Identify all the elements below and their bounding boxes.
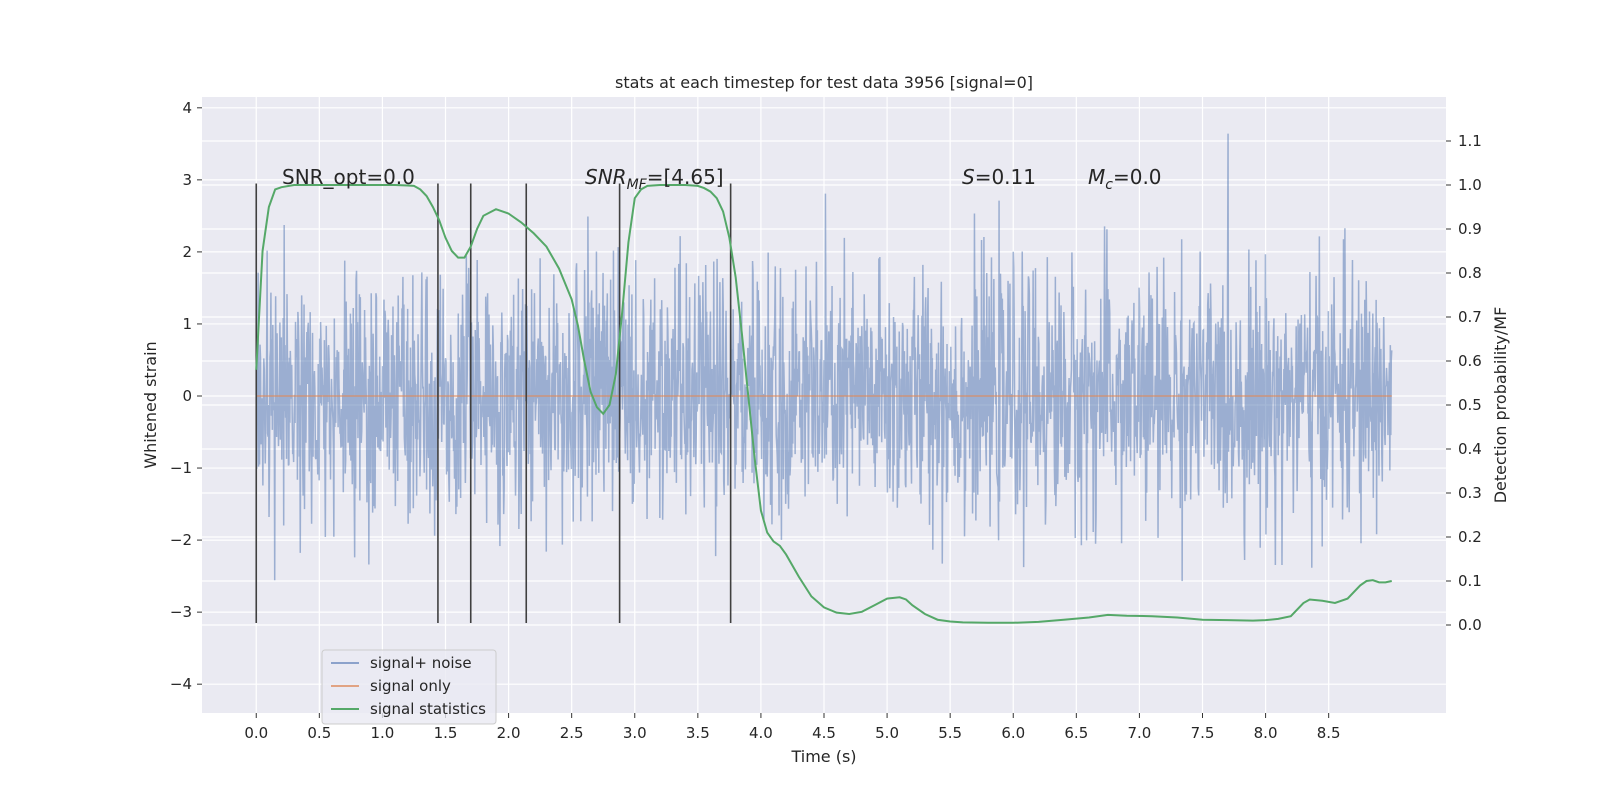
y-tick-label: −3 — [170, 603, 192, 621]
y-tick-label: 1 — [182, 315, 192, 333]
x-tick-label: 1.5 — [434, 724, 458, 742]
annotation-snr-mf-sub: MF — [627, 177, 648, 193]
y-right-tick-label: 0.5 — [1458, 396, 1482, 414]
x-tick-label: 3.5 — [686, 724, 710, 742]
annotation-mc-var: M — [1088, 165, 1105, 189]
x-tick-label: 4.0 — [749, 724, 773, 742]
y-right-tick-label: 0.2 — [1458, 528, 1482, 546]
annotation-mc: Mc=0.0 — [1088, 165, 1162, 193]
y-axis-ticks: 4 3 2 1 0 −1 −2 −3 −4 — [170, 99, 202, 693]
annotation-mc-value: =0.0 — [1113, 165, 1162, 189]
x-tick-label: 5.0 — [875, 724, 899, 742]
y-right-tick-label: 0.0 — [1458, 616, 1482, 634]
legend: signal+ noise signal only signal statist… — [321, 649, 497, 725]
legend-label-signal-only: signal only — [370, 677, 451, 695]
y-right-tick-label: 0.1 — [1458, 572, 1482, 590]
legend-label-signal-statistics: signal statistics — [370, 700, 486, 718]
x-tick-label: 1.0 — [370, 724, 394, 742]
series-signal-statistics — [255, 184, 1392, 624]
annotation-s-var: S — [962, 165, 975, 189]
y-right-tick-label: 0.6 — [1458, 352, 1482, 370]
x-tick-label: 7.0 — [1127, 724, 1151, 742]
legend-box — [321, 649, 497, 725]
x-tick-label: 4.5 — [812, 724, 836, 742]
y-right-tick-label: 0.8 — [1458, 264, 1482, 282]
signal-statistics-line — [255, 184, 1392, 624]
annotation-snr-opt: SNR_opt=0.0 — [282, 165, 415, 189]
annotation-s-value: =0.11 — [975, 165, 1036, 189]
series-signal-noise — [255, 133, 1393, 582]
annotation-snr-mf-value: =[4.65] — [647, 165, 724, 189]
legend-label-signal-noise: signal+ noise — [370, 654, 472, 672]
y-tick-label: −2 — [170, 531, 192, 549]
x-axis-label: Time (s) — [790, 747, 856, 766]
y-tick-label: 0 — [182, 387, 192, 405]
x-tick-label: 0.0 — [244, 724, 268, 742]
chart-title: stats at each timestep for test data 395… — [615, 73, 1033, 92]
x-tick-label: 8.5 — [1317, 724, 1341, 742]
signal-noise-line — [255, 133, 1393, 582]
y-tick-label: −1 — [170, 459, 192, 477]
x-tick-label: 6.5 — [1064, 724, 1088, 742]
y-right-tick-label: 1.1 — [1458, 132, 1482, 150]
annotation-snr-mf: SNRMF=[4.65] — [585, 165, 724, 193]
y-tick-label: 2 — [182, 243, 192, 261]
x-tick-label: 2.0 — [497, 724, 521, 742]
y-right-tick-label: 0.7 — [1458, 308, 1482, 326]
annotation-s: S=0.11 — [962, 165, 1036, 189]
y-right-tick-label: 0.4 — [1458, 440, 1482, 458]
y-axis-label: Whitened strain — [141, 341, 160, 468]
y-right-tick-label: 1.0 — [1458, 176, 1482, 194]
y-right-tick-label: 0.9 — [1458, 220, 1482, 238]
annotation-mc-sub: c — [1105, 177, 1113, 193]
x-tick-label: 8.0 — [1254, 724, 1278, 742]
y-tick-label: 3 — [182, 171, 192, 189]
x-tick-label: 7.5 — [1191, 724, 1215, 742]
x-tick-label: 2.5 — [560, 724, 584, 742]
y-right-axis-label: Detection probability/MF — [1491, 307, 1510, 504]
x-tick-label: 0.5 — [307, 724, 331, 742]
y-right-tick-label: 0.3 — [1458, 484, 1482, 502]
x-tick-label: 3.0 — [623, 724, 647, 742]
annotation-snr-mf-var: SNR — [585, 165, 627, 189]
x-tick-label: 6.0 — [1001, 724, 1025, 742]
x-tick-label: 5.5 — [938, 724, 962, 742]
x-axis-ticks: 0.0 0.5 1.0 1.5 2.0 2.5 3.0 3.5 4.0 4.5 5.0 5.5 6.0 6… — [244, 713, 1341, 742]
y-right-axis-ticks: 1.1 1.0 0.9 0.8 0.7 0.6 0.5 0.4 0.3 0.2 0.1 0.0 — [1446, 132, 1482, 634]
y-tick-label: 4 — [182, 99, 192, 117]
y-tick-label: −4 — [170, 675, 192, 693]
event-marker-lines — [255, 183, 732, 623]
